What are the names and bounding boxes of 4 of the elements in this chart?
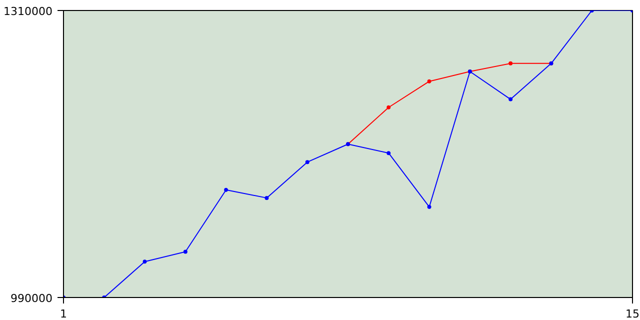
- x-tick-label: 15: [626, 308, 640, 320]
- y-tick-label: 990000: [10, 292, 53, 305]
- y-tick-label: 1310000: [4, 5, 53, 18]
- x-tick-label: 1: [60, 308, 67, 320]
